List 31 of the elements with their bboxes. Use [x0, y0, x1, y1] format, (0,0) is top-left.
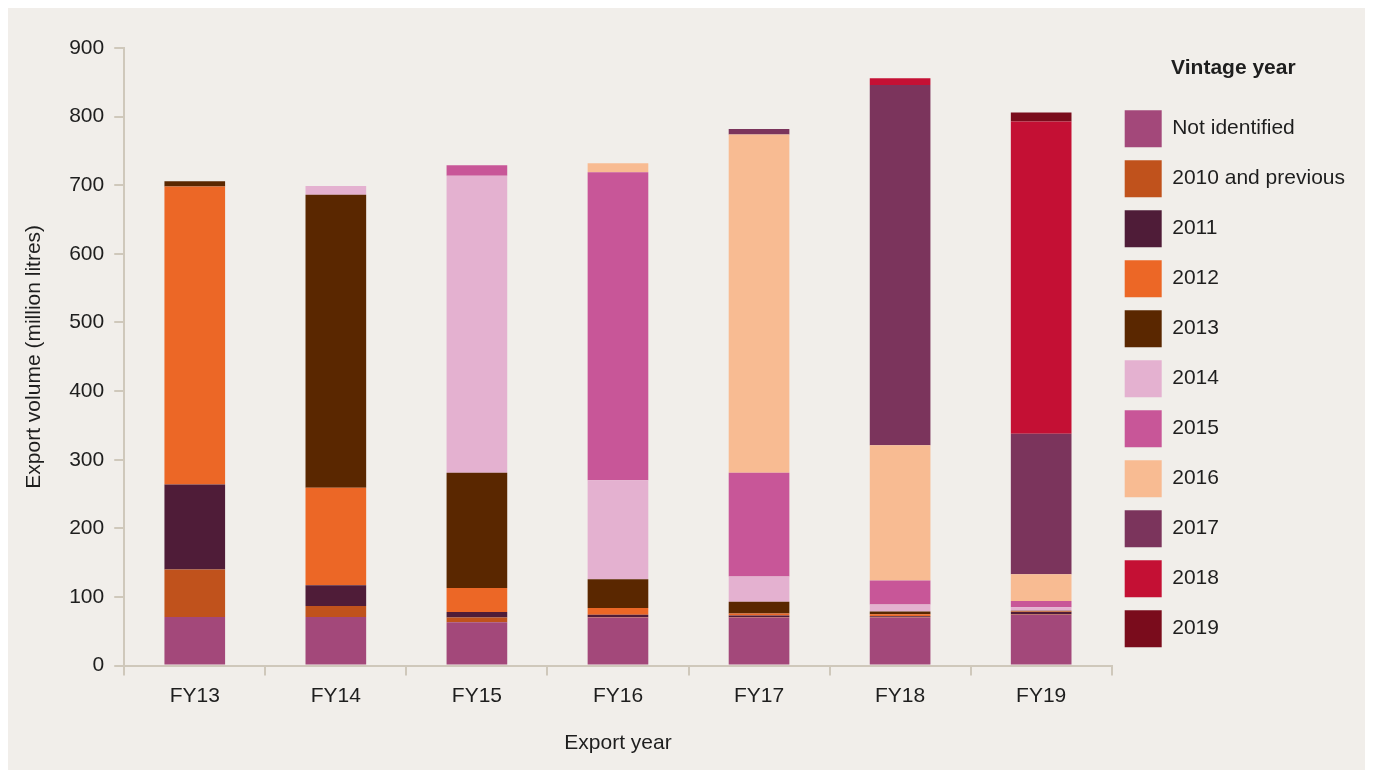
legend-label: 2011: [1172, 215, 1218, 239]
legend-label: 2016: [1172, 465, 1219, 489]
legend-label: 2010 and previous: [1172, 165, 1346, 189]
y-tick-label: 500: [69, 309, 105, 333]
y-tick-label: 600: [69, 240, 105, 264]
legend-label: 2013: [1172, 315, 1219, 339]
y-tick-label: 900: [69, 34, 105, 58]
x-axis-title: Export year: [564, 730, 672, 754]
y-tick-label: 200: [69, 515, 105, 539]
x-tick-label: FY18: [875, 683, 926, 706]
legend-label: 2014: [1172, 365, 1220, 389]
x-tick-label: FY15: [451, 683, 502, 706]
x-tick-label: FY13: [169, 683, 220, 706]
y-tick-label: 0: [92, 652, 105, 676]
legend-label: 2012: [1172, 265, 1219, 289]
y-tick-label: 100: [69, 583, 105, 607]
y-tick-label: 300: [69, 446, 105, 470]
legend-label: 2018: [1172, 565, 1219, 589]
legend-label: 2015: [1172, 415, 1219, 439]
legend-label: 2019: [1172, 615, 1219, 639]
y-tick-label: 700: [69, 172, 105, 196]
legend-label: 2017: [1172, 515, 1219, 539]
x-tick-label: FY19: [1016, 683, 1067, 706]
y-tick-label: 400: [69, 377, 105, 401]
legend-title: Vintage year: [1171, 55, 1296, 79]
y-tick-label: 800: [69, 103, 105, 127]
y-axis-title: Export volume (million litres): [21, 224, 45, 489]
legend-label: Not identified: [1172, 115, 1295, 139]
x-tick-label: FY14: [310, 683, 362, 706]
x-tick-label: FY17: [733, 683, 785, 706]
x-tick-label: FY16: [592, 683, 644, 706]
